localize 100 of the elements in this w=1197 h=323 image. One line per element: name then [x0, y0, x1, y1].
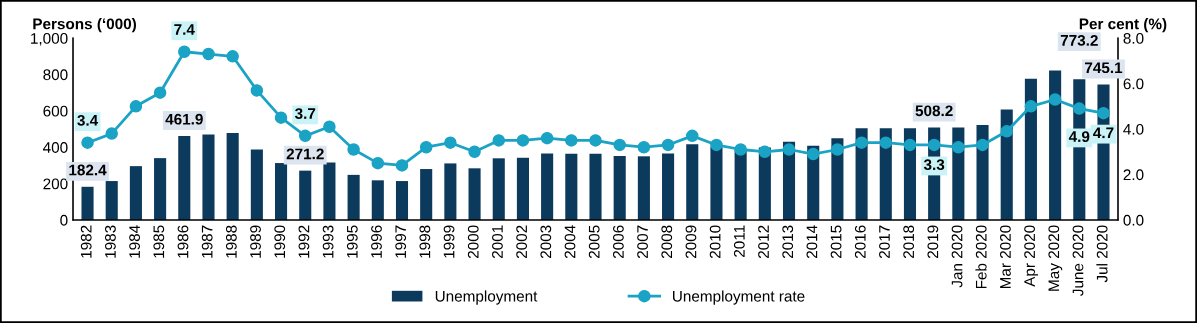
point — [419, 140, 433, 154]
bar — [202, 134, 215, 220]
data-label: 3.4 — [77, 114, 99, 126]
x-tick-label: 2003 — [540, 225, 552, 259]
bar — [178, 135, 191, 220]
x-tick-label: 2001 — [492, 225, 503, 259]
x-tick-label: 2012 — [758, 225, 769, 259]
point — [226, 50, 239, 63]
x-tick-label: Apr 2020 — [1024, 225, 1039, 287]
point — [492, 134, 506, 147]
point — [661, 138, 675, 152]
bar — [420, 169, 433, 220]
data-label: 745.1 — [1085, 62, 1123, 74]
x-tick-label: 1999 — [443, 225, 455, 258]
x-tick-label: 1992 — [298, 225, 310, 258]
point — [927, 138, 941, 152]
x-tick-label: 2015 — [830, 225, 842, 259]
bar — [371, 180, 384, 220]
legend-label: Unemployment — [435, 290, 538, 305]
bar — [516, 157, 529, 220]
bar — [323, 162, 336, 220]
data-label: 461.9 — [165, 113, 203, 125]
x-tick-label: 1985 — [153, 225, 165, 258]
x-tick-label: 2018 — [903, 225, 915, 259]
x-tick-label: 2019 — [927, 225, 939, 259]
y-tick-label: 200 — [43, 178, 68, 190]
point — [782, 143, 796, 156]
point — [637, 140, 651, 154]
x-tick-label: 1998 — [419, 225, 431, 258]
bar — [154, 158, 167, 220]
x-tick-label: 1984 — [129, 225, 141, 258]
point — [952, 140, 965, 154]
bar — [129, 166, 142, 220]
x-tick-label: 1982 — [80, 225, 92, 258]
point — [565, 134, 578, 147]
point — [1048, 93, 1062, 106]
bar — [492, 158, 505, 220]
x-tick-label: 1996 — [371, 225, 382, 258]
point — [178, 45, 191, 59]
bar — [710, 146, 723, 220]
x-tick-label: 2014 — [806, 225, 818, 259]
point — [202, 47, 215, 61]
point — [516, 134, 530, 147]
data-label: 3.7 — [294, 108, 316, 119]
x-tick-label: 2010 — [709, 225, 721, 259]
point — [371, 156, 385, 170]
x-tick-label: 1993 — [322, 225, 334, 258]
bar — [734, 149, 747, 220]
point — [153, 86, 167, 99]
x-tick-label: Feb 2020 — [975, 225, 987, 289]
y-axis-title: Persons (‘000) — [33, 18, 136, 33]
bar — [637, 156, 650, 220]
data-label: 7.4 — [174, 24, 195, 35]
point — [686, 129, 699, 143]
x-tick-label: June 2020 — [1072, 225, 1084, 296]
point — [274, 111, 288, 124]
point — [250, 84, 264, 97]
x-tick-label: 1997 — [395, 225, 407, 258]
x-tick-label: 2004 — [564, 225, 576, 259]
point — [81, 136, 94, 149]
y2-tick-label: 6.0 — [1123, 78, 1144, 90]
point — [879, 136, 893, 149]
x-tick-label: 1990 — [274, 225, 286, 258]
point — [1000, 125, 1013, 138]
x-tick-label: 1988 — [225, 225, 237, 258]
x-tick-label: 1989 — [250, 225, 261, 258]
data-label: 508.2 — [915, 105, 953, 117]
y2-tick-label: 0.0 — [1123, 214, 1144, 226]
y2-tick-label: 4.0 — [1123, 123, 1144, 135]
bar — [444, 163, 457, 220]
point — [1097, 106, 1110, 120]
point — [105, 127, 118, 140]
y-tick-label: 0 — [60, 214, 68, 226]
point — [710, 138, 723, 152]
bar — [686, 144, 699, 220]
data-label: 271.2 — [286, 148, 324, 160]
x-tick-label: 2002 — [516, 225, 528, 259]
point — [395, 159, 409, 172]
y-tick-label: 400 — [43, 142, 68, 153]
bar — [347, 174, 360, 220]
y2-tick-label: 2.0 — [1123, 169, 1144, 181]
y-tick-label: 600 — [43, 105, 68, 117]
point — [976, 138, 989, 152]
x-tick-label: 2013 — [782, 225, 794, 259]
point — [1024, 100, 1038, 113]
bar — [565, 153, 578, 220]
point — [347, 143, 360, 156]
y-tick-label: 1,000 — [31, 32, 68, 46]
bar — [468, 168, 481, 220]
data-label: 182.4 — [69, 164, 107, 176]
point — [806, 147, 820, 161]
data-label: 4.7 — [1093, 127, 1114, 139]
point — [589, 134, 602, 147]
bar — [1049, 70, 1062, 220]
x-tick-label: 1995 — [346, 225, 358, 258]
bar — [250, 149, 263, 220]
data-label: 3.3 — [923, 159, 945, 171]
data-label: 4.9 — [1068, 131, 1090, 143]
y2-tick-label: 8.0 — [1123, 32, 1144, 44]
bar — [613, 155, 626, 220]
